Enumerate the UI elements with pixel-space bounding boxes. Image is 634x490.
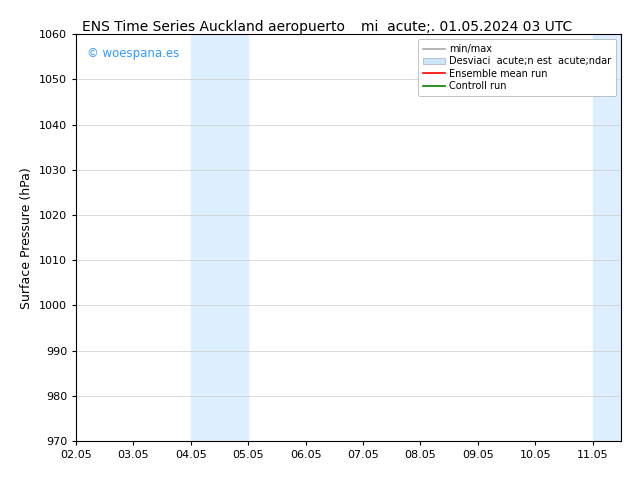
Bar — [191, 34, 249, 441]
Text: © woespana.es: © woespana.es — [87, 47, 179, 59]
Text: ENS Time Series Auckland aeropuerto: ENS Time Series Auckland aeropuerto — [82, 20, 346, 34]
Title: ENS Time Series Auckland aeropuerto      mi  acute;. 01.05.2024 03 UTC: ENS Time Series Auckland aeropuerto mi a… — [0, 489, 1, 490]
Bar — [593, 34, 621, 441]
Legend: min/max, Desviaci  acute;n est  acute;ndar, Ensemble mean run, Controll run: min/max, Desviaci acute;n est acute;ndar… — [418, 39, 616, 96]
Text: mi  acute;. 01.05.2024 03 UTC: mi acute;. 01.05.2024 03 UTC — [361, 20, 573, 34]
Y-axis label: Surface Pressure (hPa): Surface Pressure (hPa) — [20, 167, 34, 309]
